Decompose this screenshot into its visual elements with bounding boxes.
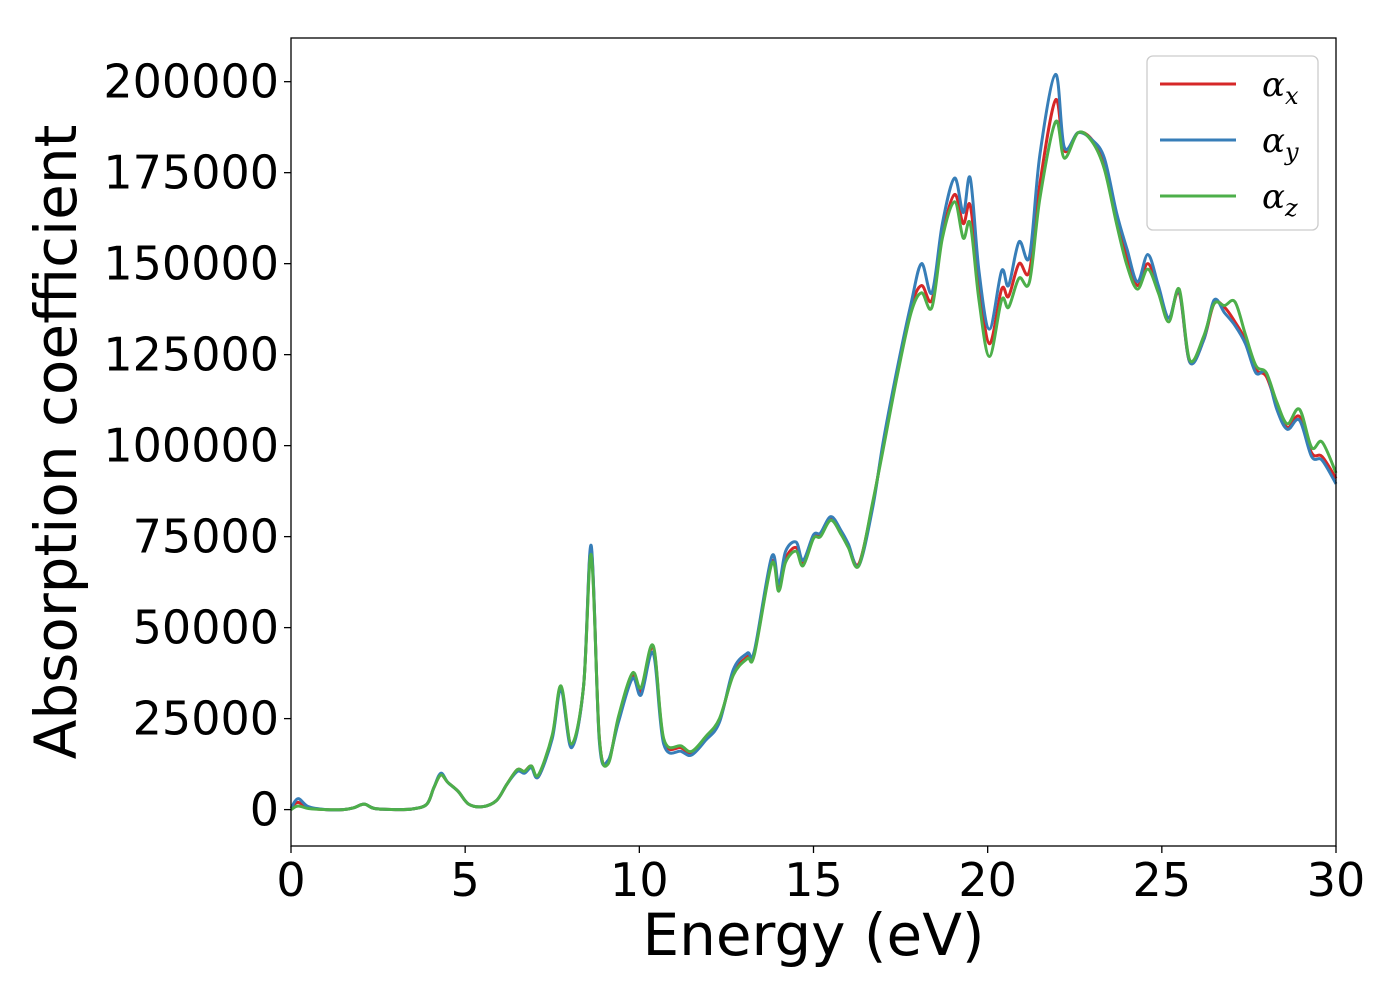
y-tick-label: 25000 — [133, 692, 279, 746]
y-axis-ticks: 0 25000 50000 75000 100000 125000 150000 175000… — [103, 55, 291, 837]
y-tick-label: 100000 — [103, 419, 279, 473]
x-tick-label: 10 — [610, 853, 669, 907]
y-tick-label: 125000 — [103, 328, 279, 382]
x-tick-label: 25 — [1133, 853, 1192, 907]
series-line-z — [290, 119, 1338, 812]
y-tick-label: 200000 — [103, 55, 279, 109]
y-tick-label: 50000 — [133, 601, 279, 655]
x-axis-title: Energy (eV) — [642, 901, 984, 969]
y-tick-label: 0 — [250, 783, 279, 837]
legend-label-y: αy — [1262, 121, 1299, 166]
series-lines — [289, 72, 1338, 812]
y-tick-label: 150000 — [103, 237, 279, 291]
legend-label-x: αx — [1262, 65, 1299, 110]
x-tick-label: 0 — [276, 853, 305, 907]
legend-label-z: αz — [1262, 177, 1298, 222]
legend-box — [1146, 55, 1319, 231]
x-axis-ticks: 0 5 10 15 20 25 30 — [276, 846, 1365, 907]
y-tick-label: 75000 — [133, 510, 279, 564]
y-tick-label: 175000 — [103, 146, 279, 200]
x-tick-label: 15 — [784, 853, 843, 907]
y-axis-title: Absorption coefficient — [22, 125, 90, 760]
legend: αx αy αz — [1146, 55, 1319, 231]
x-tick-label: 30 — [1307, 853, 1366, 907]
x-tick-label: 5 — [451, 853, 480, 907]
x-tick-label: 20 — [958, 853, 1017, 907]
